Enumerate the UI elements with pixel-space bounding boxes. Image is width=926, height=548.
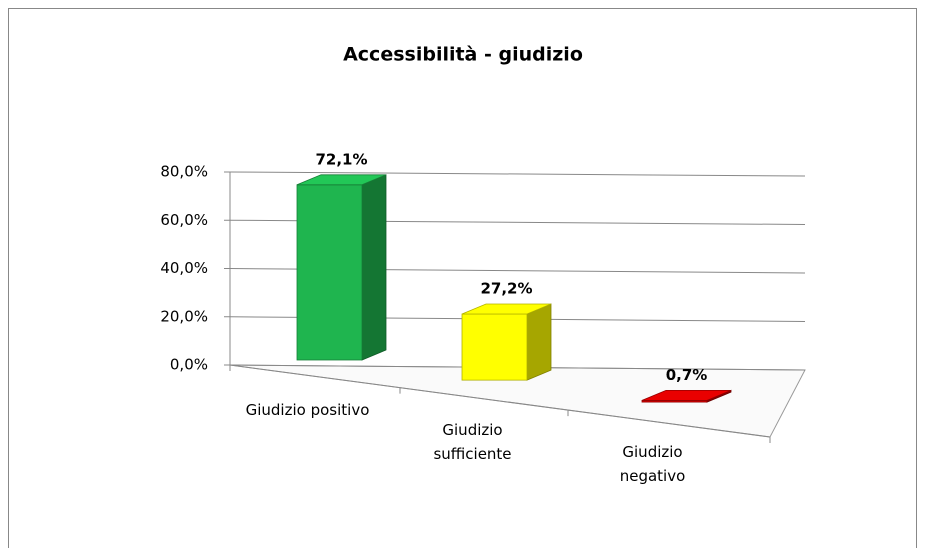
y-tick-label: 80,0%	[160, 163, 208, 181]
bar	[461, 313, 528, 381]
data-label: 0,7%	[666, 366, 708, 384]
bar-side	[361, 174, 387, 361]
y-tick-label: 0,0%	[170, 356, 208, 374]
bar	[296, 184, 363, 361]
x-tick-label: Giudizio positivo	[245, 401, 370, 419]
x-tick-label: Giudizio negativo	[619, 443, 686, 486]
data-label: 72,1%	[315, 150, 367, 168]
y-tick-label: 20,0%	[160, 307, 208, 325]
x-axis	[229, 364, 771, 438]
bar-top	[461, 303, 552, 315]
bar-side	[526, 303, 552, 381]
y-tick-label: 60,0%	[160, 211, 208, 229]
chart-title: Accessibilità - giudizio	[343, 44, 583, 66]
bar-top	[641, 389, 732, 401]
y-tick-label: 40,0%	[160, 259, 208, 277]
chart-frame	[8, 8, 917, 548]
data-label: 27,2%	[480, 280, 532, 298]
grid-line	[229, 171, 806, 177]
x-tick-label: Giudizio sufficiente	[433, 421, 512, 464]
bar-top	[296, 174, 387, 186]
